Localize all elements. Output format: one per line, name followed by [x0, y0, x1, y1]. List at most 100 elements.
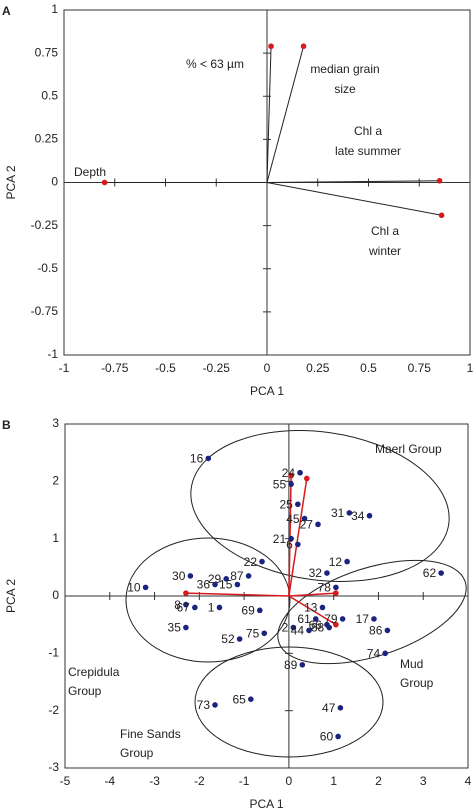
site-point	[290, 624, 297, 631]
x-tick-label: 1	[330, 774, 337, 788]
site-label: 34	[351, 509, 365, 523]
vector-tip	[268, 43, 274, 50]
site-label: 89	[284, 658, 298, 672]
y-tick-label: 0	[51, 175, 58, 189]
site-label: 66	[309, 618, 323, 632]
site-point	[236, 636, 243, 642]
site-point	[245, 573, 252, 579]
site-label: 16	[190, 452, 204, 466]
site-point	[212, 581, 218, 588]
y-tick-label: -1	[47, 347, 58, 361]
site-label: 47	[322, 701, 336, 715]
y-axis-label: PCA 2	[4, 579, 18, 613]
site-point	[295, 541, 301, 548]
vector-label: Chl a	[371, 224, 399, 238]
y-tick-label: 0.5	[41, 88, 58, 102]
site-point	[337, 705, 344, 711]
group-label: Group	[400, 676, 434, 690]
vector-tip	[438, 212, 445, 219]
panel-label: B	[2, 418, 11, 432]
site-label: 31	[331, 506, 345, 520]
x-tick-label: 0	[286, 774, 293, 788]
site-point	[261, 630, 268, 637]
x-tick-label: -1	[239, 774, 250, 788]
site-point	[183, 624, 189, 631]
site-label: 52	[221, 632, 235, 646]
site-label: 25	[279, 497, 293, 511]
site-point	[299, 662, 306, 668]
vector-label: late summer	[335, 144, 401, 158]
vector-tip	[183, 590, 189, 596]
site-label: 15	[219, 578, 233, 592]
loading-vector	[288, 595, 337, 626]
site-point	[183, 601, 189, 608]
y-tick-label: 0.75	[35, 45, 59, 59]
group-label: Group	[120, 746, 154, 760]
site-point	[326, 624, 332, 631]
site-point	[216, 604, 223, 611]
vector-label: Chl a	[354, 124, 382, 138]
x-tick-label: -5	[60, 774, 71, 788]
site-point	[306, 627, 312, 634]
site-label: 12	[329, 555, 343, 569]
panel-label: A	[2, 4, 11, 18]
vector-tip	[101, 179, 108, 186]
y-axis-label: PCA 2	[4, 165, 18, 199]
y-tick-label: 1	[51, 2, 58, 16]
x-axis-label: PCA 1	[250, 384, 284, 398]
maerl-outline	[190, 430, 450, 582]
site-label: 75	[246, 626, 260, 640]
site-label: 29	[208, 572, 222, 586]
site-label: 78	[318, 581, 332, 595]
x-tick-label: 0.25	[306, 361, 330, 375]
loading-vector	[185, 592, 289, 597]
site-point	[288, 535, 294, 542]
site-label: 88	[311, 621, 325, 635]
site-label: 27	[300, 518, 314, 532]
site-label: 67	[176, 601, 190, 615]
site-point	[382, 650, 388, 657]
x-tick-label: -1	[59, 361, 70, 375]
loading-vector	[266, 180, 440, 183]
vector-tip	[288, 472, 294, 479]
site-label: 44	[291, 624, 305, 638]
site-point	[187, 573, 194, 579]
y-tick-label: -3	[48, 760, 59, 774]
vector-tip	[436, 177, 443, 184]
x-tick-label: -2	[194, 774, 205, 788]
site-point	[346, 510, 353, 516]
x-axis-label: PCA 1	[249, 797, 283, 811]
site-label: 36	[197, 578, 211, 592]
site-point	[344, 558, 350, 565]
y-tick-label: -0.5	[37, 261, 58, 275]
site-point	[142, 584, 149, 591]
x-tick-label: 0	[264, 361, 271, 375]
loading-vector	[288, 478, 308, 597]
group-label: Group	[68, 684, 102, 698]
site-label: 6	[286, 538, 293, 552]
site-point	[259, 558, 265, 565]
site-point	[234, 581, 241, 588]
vector-label: winter	[368, 244, 401, 258]
site-label: 73	[197, 698, 211, 712]
y-tick-label: -0.75	[31, 304, 59, 318]
x-tick-label: 2	[375, 774, 382, 788]
site-point	[371, 616, 377, 622]
site-label: 61	[297, 612, 311, 626]
y-tick-label: -2	[48, 703, 59, 717]
vector-label: Depth	[74, 165, 106, 179]
vector-tip	[300, 43, 307, 50]
site-point	[192, 604, 198, 611]
site-label: 74	[367, 647, 381, 661]
site-label: 65	[232, 692, 246, 706]
vector-label: % < 63 µm	[186, 57, 244, 71]
x-tick-label: 0.75	[408, 361, 432, 375]
group-label: Maerl Group	[375, 442, 442, 456]
site-point	[366, 512, 373, 519]
site-point	[205, 455, 212, 462]
site-label: 21	[273, 532, 287, 546]
site-point	[438, 570, 444, 576]
x-tick-label: -0.75	[101, 361, 129, 375]
x-tick-label: -0.5	[155, 361, 176, 375]
site-point	[335, 733, 341, 740]
